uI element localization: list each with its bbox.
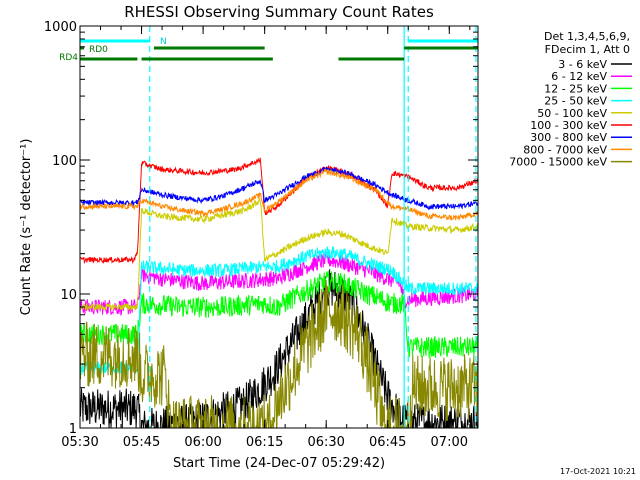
- flag-label-n: N: [160, 37, 167, 47]
- legend-entry-label: 3 - 6 keV: [558, 58, 607, 71]
- y-tick-label: 10: [60, 288, 77, 303]
- x-tick-label: 05:45: [123, 435, 160, 450]
- x-tick-label: 06:00: [184, 435, 221, 450]
- flag-label-rd0: RD0: [89, 45, 108, 55]
- vertical-markers: [149, 26, 477, 428]
- axes: 05:30 05:45 06:00 06:15 06:30 06:45 07:00 1 10 10…: [44, 20, 478, 450]
- series-line: [80, 197, 478, 312]
- y-tick-label: 1: [69, 422, 77, 437]
- legend-header: FDecim 1, Att 0: [545, 43, 630, 56]
- x-tick-label: 07:00: [431, 435, 468, 450]
- y-tick-label: 100: [52, 154, 77, 169]
- legend-entry-label: 25 - 50 keV: [544, 95, 607, 108]
- y-axis-label: Count Rate (s⁻¹ detector⁻¹): [19, 139, 34, 316]
- chart-title: RHESSI Observing Summary Count Rates: [124, 3, 434, 21]
- flag-bars: N RD0 RD4: [59, 37, 478, 63]
- x-tick-label: 06:15: [246, 435, 283, 450]
- y-tick-label: 1000: [44, 20, 77, 35]
- legend-entry-label: 100 - 300 keV: [530, 119, 607, 132]
- series-line: [80, 166, 478, 211]
- legend-entry-label: 300 - 800 keV: [530, 131, 607, 144]
- series-line: [80, 270, 478, 359]
- footer-date: 17-Oct-2021 10:21: [560, 467, 636, 476]
- series-line: [80, 245, 478, 375]
- series-line: [80, 279, 478, 428]
- series-line: [80, 251, 478, 316]
- flag-label-rd4: RD4: [59, 53, 78, 63]
- x-tick-label: 06:45: [369, 435, 406, 450]
- legend-entry-label: 6 - 12 keV: [551, 70, 607, 83]
- x-tick-label: 05:30: [61, 435, 98, 450]
- legend-entry-label: 12 - 25 keV: [544, 82, 607, 95]
- legend-header: Det 1,3,4,5,6,9,: [544, 30, 630, 43]
- series-line: [80, 168, 478, 222]
- legend-entry-label: 50 - 100 keV: [537, 107, 607, 120]
- plot-frame: [79, 25, 479, 429]
- series-layer: [80, 157, 478, 428]
- legend: Det 1,3,4,5,6,9,FDecim 1, Att 0 3 - 6 keV…: [509, 30, 632, 169]
- series-line: [80, 157, 478, 265]
- x-tick-label: 06:30: [307, 435, 344, 450]
- legend-entry-label: 7000 - 15000 keV: [509, 156, 607, 169]
- x-axis-label: Start Time (24-Dec-07 05:29:42): [173, 456, 385, 471]
- legend-entry-label: 800 - 7000 keV: [523, 143, 607, 156]
